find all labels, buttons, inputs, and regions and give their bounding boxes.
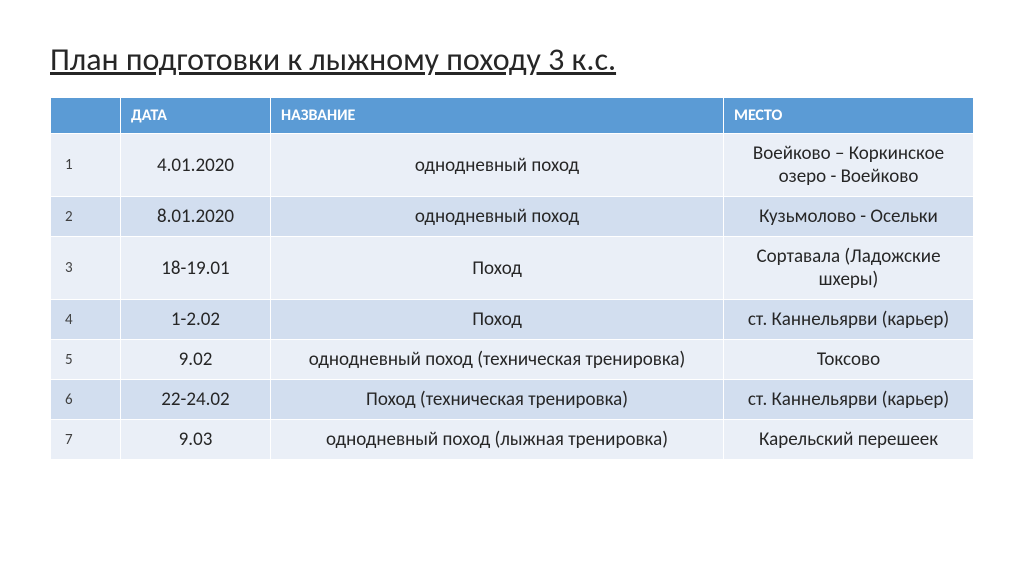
col-header-place: МЕСТО: [724, 98, 974, 134]
col-header-name: НАЗВАНИЕ: [271, 98, 724, 134]
cell-index: 7: [51, 420, 121, 460]
cell-name: Поход: [271, 237, 724, 300]
cell-date: 4.01.2020: [121, 134, 271, 197]
cell-place: Токсово: [724, 340, 974, 380]
cell-date: 9.03: [121, 420, 271, 460]
cell-name: однодневный поход: [271, 197, 724, 237]
cell-place: ст. Каннельярви (карьер): [724, 300, 974, 340]
col-header-index: [51, 98, 121, 134]
cell-index: 4: [51, 300, 121, 340]
cell-date: 8.01.2020: [121, 197, 271, 237]
table-row: 6 22-24.02 Поход (техническая тренировка…: [51, 380, 974, 420]
cell-place: Карельский перешеек: [724, 420, 974, 460]
cell-index: 5: [51, 340, 121, 380]
cell-place: ст. Каннельярви (карьер): [724, 380, 974, 420]
table-row: 7 9.03 однодневный поход (лыжная трениро…: [51, 420, 974, 460]
cell-name: однодневный поход: [271, 134, 724, 197]
table-row: 1 4.01.2020 однодневный поход Воейково –…: [51, 134, 974, 197]
cell-place: Кузьмолово - Осельки: [724, 197, 974, 237]
cell-date: 18-19.01: [121, 237, 271, 300]
cell-index: 3: [51, 237, 121, 300]
cell-name: Поход: [271, 300, 724, 340]
cell-name: однодневный поход (лыжная тренировка): [271, 420, 724, 460]
cell-date: 1-2.02: [121, 300, 271, 340]
table-row: 4 1-2.02 Поход ст. Каннельярви (карьер): [51, 300, 974, 340]
cell-date: 22-24.02: [121, 380, 271, 420]
table-row: 5 9.02 однодневный поход (техническая тр…: [51, 340, 974, 380]
col-header-date: ДАТА: [121, 98, 271, 134]
cell-place: Сортавала (Ладожские шхеры): [724, 237, 974, 300]
table-header-row: ДАТА НАЗВАНИЕ МЕСТО: [51, 98, 974, 134]
cell-name: Поход (техническая тренировка): [271, 380, 724, 420]
schedule-table: ДАТА НАЗВАНИЕ МЕСТО 1 4.01.2020 одноднев…: [50, 97, 974, 460]
table-row: 2 8.01.2020 однодневный поход Кузьмолово…: [51, 197, 974, 237]
page-title: План подготовки к лыжному походу 3 к.с.: [50, 40, 974, 79]
table-row: 3 18-19.01 Поход Сортавала (Ладожские шх…: [51, 237, 974, 300]
cell-index: 6: [51, 380, 121, 420]
cell-index: 1: [51, 134, 121, 197]
cell-index: 2: [51, 197, 121, 237]
cell-date: 9.02: [121, 340, 271, 380]
cell-name: однодневный поход (техническая тренировк…: [271, 340, 724, 380]
cell-place: Воейково – Коркинское озеро - Воейково: [724, 134, 974, 197]
